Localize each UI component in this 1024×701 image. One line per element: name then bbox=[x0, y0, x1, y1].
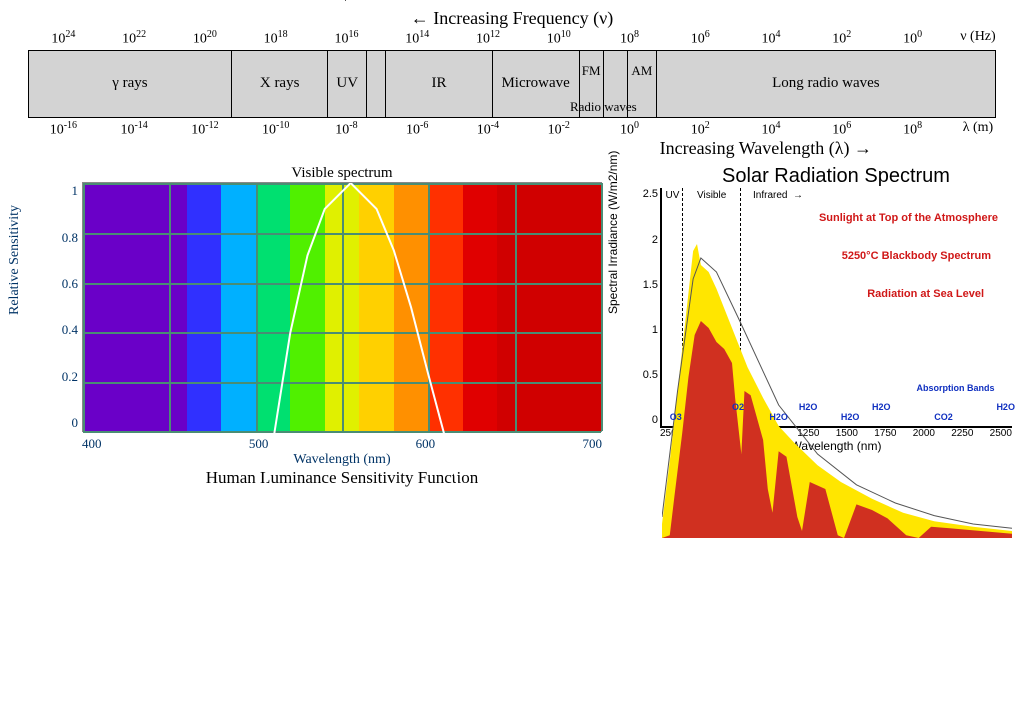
freq-tick: 106 bbox=[665, 29, 736, 48]
ann-sea-level: Radiation at Sea Level bbox=[867, 288, 984, 300]
wavelength-scale: 10-1610-1410-1210-1010-810-610-410-21001… bbox=[12, 120, 1012, 139]
em-band: UV bbox=[328, 51, 367, 117]
freq-tick: 1022 bbox=[99, 29, 170, 48]
wave-unit: λ (m) bbox=[948, 120, 1008, 139]
luminance-curve bbox=[83, 183, 601, 701]
freq-unit: ν (Hz) bbox=[948, 29, 1008, 48]
luminance-y-axis-label: Relative Sensitivity bbox=[7, 205, 23, 315]
visible-spectrum-title: Visible spectrum bbox=[82, 165, 602, 182]
solar-y-ticks: 2.521.510.50 bbox=[634, 188, 658, 426]
wave-tick: 10-8 bbox=[311, 120, 382, 139]
species-label: H2O bbox=[769, 412, 788, 422]
freq-tick: 104 bbox=[736, 29, 807, 48]
solar-spectrum-title: Solar Radiation Spectrum bbox=[660, 165, 1012, 188]
em-band: Microwave bbox=[493, 51, 580, 117]
radio-waves-sublabel: Radio waves bbox=[570, 99, 637, 115]
arrow-left-icon: ← bbox=[411, 8, 429, 28]
wave-tick: 100 bbox=[594, 120, 665, 139]
wave-tick: 10-2 bbox=[523, 120, 594, 139]
species-label: H2O bbox=[996, 402, 1015, 412]
wave-tick: 10-16 bbox=[28, 120, 99, 139]
em-spectrum-diagram: ← Increasing Frequency (ν) 1024102210201… bbox=[12, 8, 1012, 488]
species-label: CO2 bbox=[934, 412, 953, 422]
wave-tick: 102 bbox=[665, 120, 736, 139]
ann-top-atmosphere: Sunlight at Top of the Atmosphere bbox=[819, 212, 998, 224]
wave-tick: 10-14 bbox=[99, 120, 170, 139]
freq-tick: 100 bbox=[877, 29, 948, 48]
em-band: Long radio waves bbox=[657, 51, 995, 117]
ann-absorption-bands: Absorption Bands bbox=[917, 383, 995, 393]
species-label: O3 bbox=[670, 412, 682, 422]
frequency-scale: 1024102210201018101610141012101010810610… bbox=[12, 29, 1012, 48]
freq-tick: 102 bbox=[806, 29, 877, 48]
freq-tick: 108 bbox=[594, 29, 665, 48]
species-label: H2O bbox=[799, 402, 818, 412]
freq-tick: 1016 bbox=[311, 29, 382, 48]
species-label: H2O bbox=[841, 412, 860, 422]
luminance-y-ticks: 10.80.60.40.20 bbox=[48, 183, 78, 431]
species-label: O2 bbox=[732, 402, 744, 412]
species-label: H2O bbox=[872, 402, 891, 412]
solar-spectrum-chart: Spectral Irradiance (W/m2/nm) 2.521.510.… bbox=[660, 188, 1012, 428]
luminance-chart: Relative Sensitivity 10.80.60.40.20 bbox=[82, 182, 602, 432]
wave-tick: 10-12 bbox=[170, 120, 241, 139]
increasing-frequency-label: ← Increasing Frequency (ν) bbox=[12, 8, 1012, 29]
wave-tick: 108 bbox=[877, 120, 948, 139]
freq-tick: 1024 bbox=[28, 29, 99, 48]
wave-tick: 10-6 bbox=[382, 120, 453, 139]
freq-tick: 1010 bbox=[523, 29, 594, 48]
freq-tick: 1020 bbox=[170, 29, 241, 48]
solar-curves bbox=[662, 188, 1012, 538]
wave-tick: 10-4 bbox=[453, 120, 524, 139]
wave-tick: 106 bbox=[806, 120, 877, 139]
freq-tick: 1012 bbox=[453, 29, 524, 48]
freq-tick: 1014 bbox=[382, 29, 453, 48]
ann-blackbody: 5250°C Blackbody Spectrum bbox=[842, 250, 991, 262]
em-band: X rays bbox=[232, 51, 329, 117]
solar-y-axis-label: Spectral Irradiance (W/m2/nm) bbox=[606, 151, 620, 314]
increasing-wavelength-label: Increasing Wavelength (λ) → bbox=[12, 138, 1012, 159]
em-band: IR bbox=[386, 51, 492, 117]
wave-tick: 104 bbox=[736, 120, 807, 139]
em-band bbox=[367, 51, 386, 117]
em-band-bar: Radio waves γ raysX raysUVIRMicrowaveFMA… bbox=[28, 50, 996, 118]
wave-tick: 10-10 bbox=[240, 120, 311, 139]
arrow-right-icon: → bbox=[854, 138, 872, 158]
em-band: γ rays bbox=[29, 51, 232, 117]
freq-tick: 1018 bbox=[240, 29, 311, 48]
